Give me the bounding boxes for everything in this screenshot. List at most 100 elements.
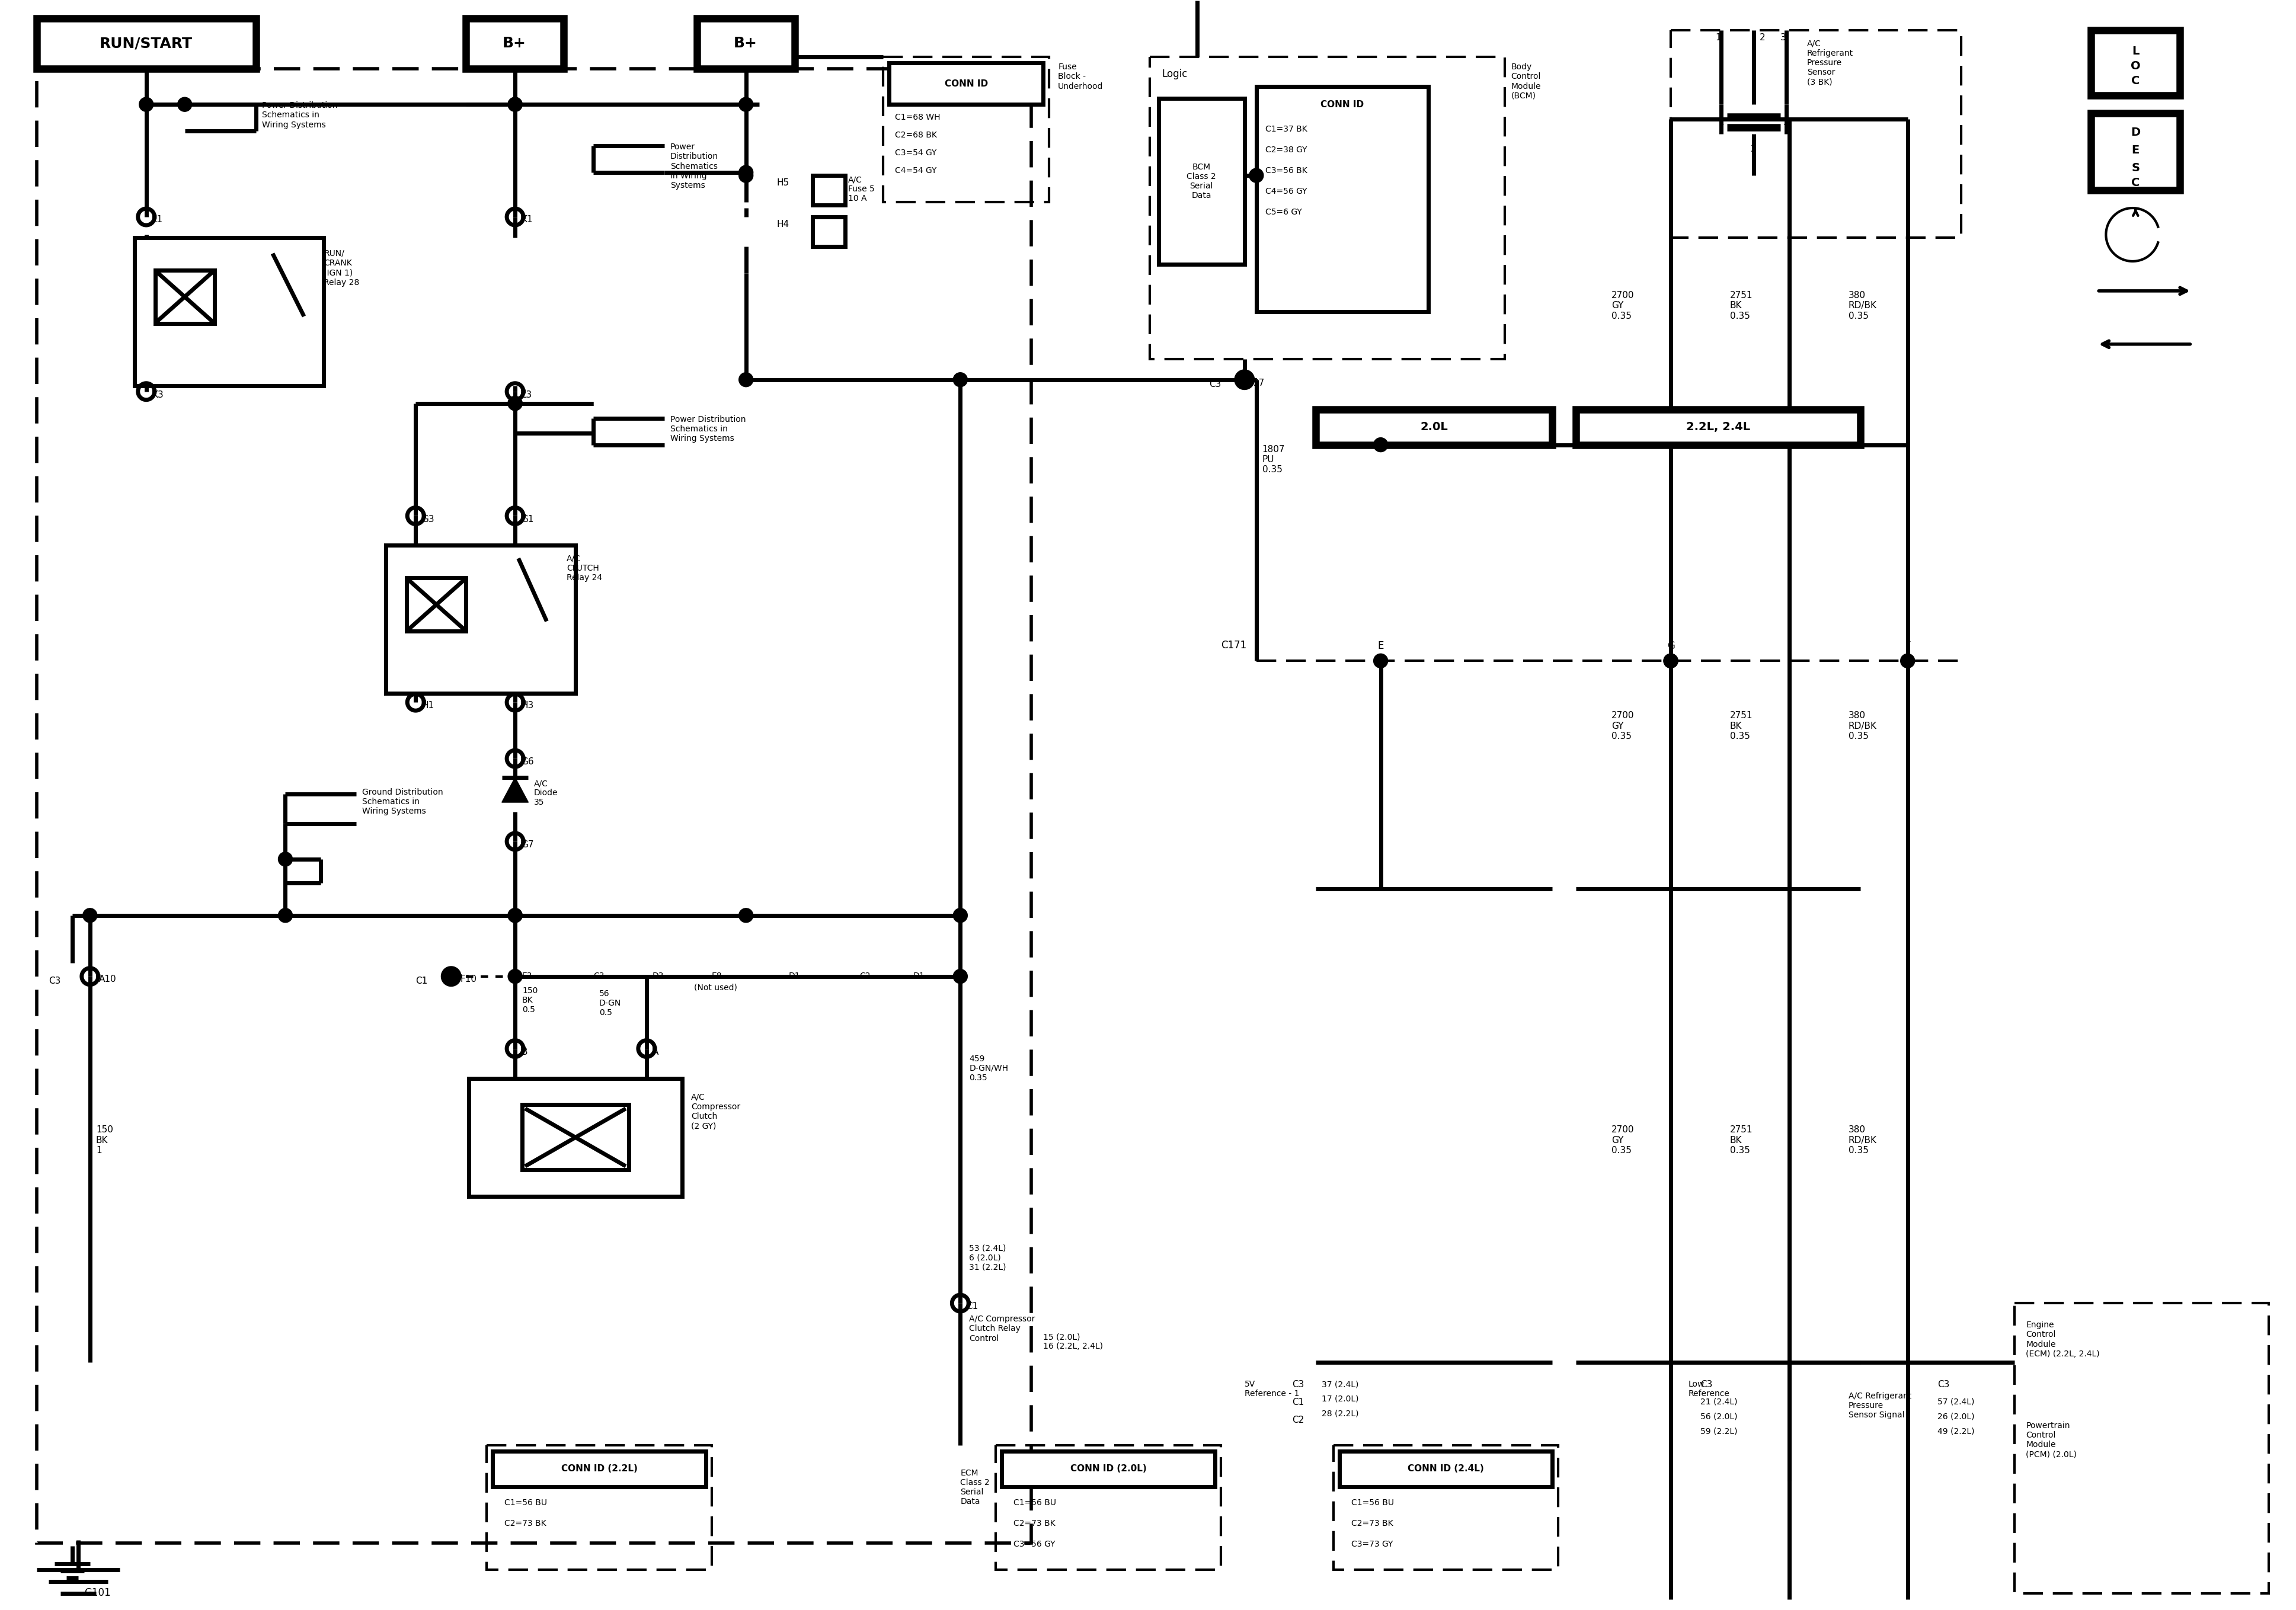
Circle shape	[140, 97, 154, 111]
Bar	[466, 19, 563, 69]
Text: A/C
Compressor
Clutch
(2 GY): A/C Compressor Clutch (2 GY)	[691, 1093, 739, 1130]
Text: 28 (2.2L): 28 (2.2L)	[1322, 1410, 1359, 1418]
Text: K3: K3	[152, 390, 163, 399]
Bar	[889, 63, 1042, 105]
Bar	[135, 238, 324, 386]
Text: A/C
Fuse 5
10 A: A/C Fuse 5 10 A	[847, 175, 875, 203]
Text: CONN ID: CONN ID	[944, 79, 987, 89]
Text: H5: H5	[776, 179, 790, 187]
Circle shape	[1373, 438, 1387, 452]
Text: D1: D1	[914, 972, 925, 980]
Circle shape	[739, 166, 753, 180]
Text: A: A	[652, 1048, 659, 1056]
Text: CONN ID (2.2L): CONN ID (2.2L)	[560, 1465, 638, 1473]
Text: Power Distribution
Schematics in
Wiring Systems: Power Distribution Schematics in Wiring …	[670, 415, 746, 443]
Bar	[813, 217, 845, 246]
Text: 56
D-GN
0.5: 56 D-GN 0.5	[599, 990, 622, 1018]
Text: F10: F10	[459, 974, 478, 984]
Text: G101: G101	[85, 1587, 110, 1599]
Circle shape	[177, 97, 193, 111]
Text: B+: B+	[503, 37, 526, 50]
Text: 2700
GY
0.35: 2700 GY 0.35	[1612, 291, 1635, 320]
Text: 2751
BK
0.35: 2751 BK 0.35	[1729, 291, 1752, 320]
Text: CONN ID (2.4L): CONN ID (2.4L)	[1407, 1465, 1483, 1473]
Circle shape	[739, 908, 753, 923]
Circle shape	[953, 372, 967, 386]
Text: C: C	[2131, 177, 2140, 188]
Text: 3: 3	[1779, 34, 1786, 42]
Circle shape	[278, 908, 292, 923]
Text: 57 (2.4L): 57 (2.4L)	[1938, 1397, 1975, 1406]
Bar	[1159, 98, 1244, 264]
Circle shape	[1665, 654, 1678, 668]
Text: C3: C3	[592, 972, 604, 980]
Bar	[521, 1104, 629, 1170]
Text: C1=37 BK: C1=37 BK	[1265, 126, 1306, 134]
Text: S: S	[2131, 163, 2140, 174]
Text: C3=56 GY: C3=56 GY	[1013, 1539, 1056, 1549]
Circle shape	[507, 908, 521, 923]
Bar	[2014, 1302, 2268, 1594]
Text: C2: C2	[859, 972, 870, 980]
Text: C1=68 WH: C1=68 WH	[895, 113, 941, 122]
Text: 53 (2.4L)
6 (2.0L)
31 (2.2L): 53 (2.4L) 6 (2.0L) 31 (2.2L)	[969, 1245, 1006, 1272]
Text: 380
RD/BK
0.35: 380 RD/BK 0.35	[1848, 712, 1876, 741]
Text: C3=56 BK: C3=56 BK	[1265, 166, 1306, 175]
Text: E8: E8	[712, 972, 723, 980]
Text: 59 (2.2L): 59 (2.2L)	[1701, 1428, 1738, 1436]
Bar	[1671, 31, 1961, 238]
Text: 2.0L: 2.0L	[1421, 422, 1449, 433]
Text: L: L	[2133, 45, 2140, 56]
Text: 56 (2.0L): 56 (2.0L)	[1701, 1412, 1738, 1422]
Text: 2.2L, 2.4L: 2.2L, 2.4L	[1685, 422, 1750, 433]
Bar	[156, 270, 214, 324]
Text: 5V
Reference - 1: 5V Reference - 1	[1244, 1380, 1300, 1397]
Bar	[1334, 1446, 1559, 1570]
Text: C3=54 GY: C3=54 GY	[895, 148, 937, 158]
Circle shape	[739, 372, 753, 386]
Bar	[37, 19, 255, 69]
Bar	[386, 546, 576, 694]
Circle shape	[507, 396, 521, 411]
Bar	[1150, 56, 1504, 359]
Text: B+: B+	[735, 37, 758, 50]
Circle shape	[507, 969, 521, 984]
Text: Logic: Logic	[1162, 69, 1187, 79]
Text: C1: C1	[416, 976, 427, 985]
Text: 1: 1	[1715, 34, 1722, 42]
Circle shape	[507, 97, 521, 111]
Text: O: O	[2131, 60, 2140, 71]
Text: Body
Control
Module
(BCM): Body Control Module (BCM)	[1511, 63, 1541, 100]
Bar	[1339, 1451, 1552, 1486]
Text: C1=56 BU: C1=56 BU	[505, 1499, 546, 1507]
Text: C3: C3	[1210, 380, 1221, 388]
Circle shape	[507, 97, 521, 111]
Polygon shape	[503, 778, 528, 802]
Bar	[468, 1079, 682, 1196]
Text: C2=68 BK: C2=68 BK	[895, 130, 937, 140]
Text: 1: 1	[1717, 118, 1724, 127]
Text: CONN ID (2.0L): CONN ID (2.0L)	[1070, 1465, 1146, 1473]
Text: Power Distribution
Schematics in
Wiring Systems: Power Distribution Schematics in Wiring …	[262, 101, 338, 129]
Text: C2=73 BK: C2=73 BK	[505, 1520, 546, 1528]
Text: 2700
GY
0.35: 2700 GY 0.35	[1612, 712, 1635, 741]
Text: Ground Distribution
Schematics in
Wiring Systems: Ground Distribution Schematics in Wiring…	[363, 789, 443, 816]
Text: A/C
Refrigerant
Pressure
Sensor
(3 BK): A/C Refrigerant Pressure Sensor (3 BK)	[1807, 39, 1853, 85]
Circle shape	[739, 97, 753, 111]
Text: E: E	[2131, 145, 2140, 156]
Bar	[1316, 409, 1552, 444]
Text: 2751
BK
0.35: 2751 BK 0.35	[1729, 712, 1752, 741]
Text: Power
Distribution
Schematics
in Wiring
Systems: Power Distribution Schematics in Wiring …	[670, 143, 719, 190]
Text: D: D	[2131, 127, 2140, 138]
Text: C1: C1	[1293, 1397, 1304, 1407]
Text: Low
Reference: Low Reference	[1688, 1380, 1729, 1397]
Text: C2=73 BK: C2=73 BK	[1350, 1520, 1394, 1528]
Text: Engine
Control
Module
(ECM) (2.2L, 2.4L): Engine Control Module (ECM) (2.2L, 2.4L)	[2025, 1320, 2101, 1357]
Bar	[813, 175, 845, 204]
Text: 27: 27	[1254, 378, 1265, 388]
Text: C3: C3	[48, 976, 60, 985]
Bar	[2092, 113, 2179, 190]
Circle shape	[1373, 654, 1387, 668]
Text: C2: C2	[1293, 1415, 1304, 1425]
Text: 21 (2.4L): 21 (2.4L)	[1701, 1397, 1738, 1406]
